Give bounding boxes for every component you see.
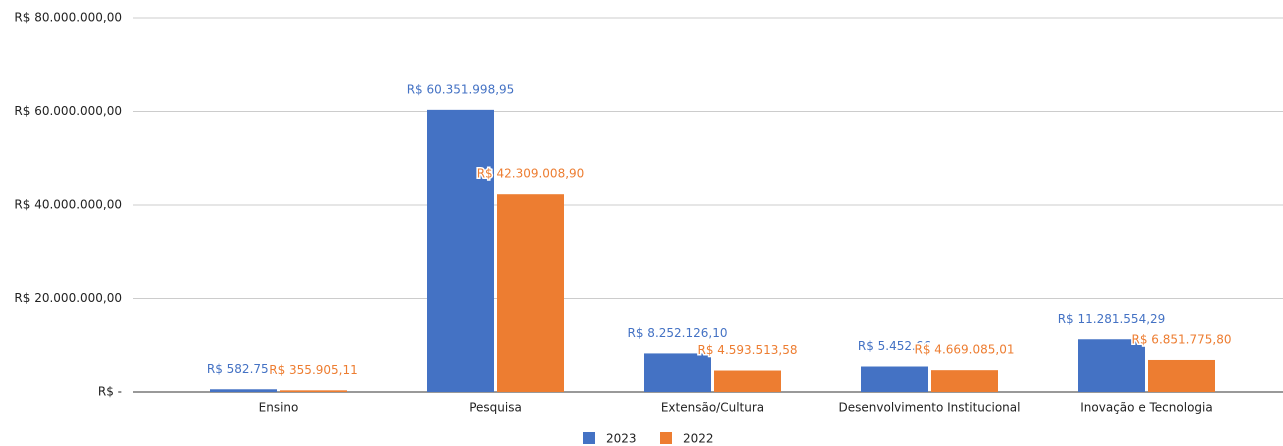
legend-label: 2022: [683, 432, 714, 446]
value-label: R$ 4.593.513,58: [698, 343, 798, 357]
value-label: R$ 42.309.008,90: [477, 167, 585, 181]
value-label: R$ 11.281.554,29: [1058, 312, 1166, 326]
x-tick-label: Pesquisa: [469, 401, 522, 415]
value-label: R$ 6.851.775,80: [1132, 332, 1232, 346]
bar: [644, 353, 711, 392]
x-tick-label: Desenvolvimento Institucional: [839, 401, 1021, 415]
y-tick-label: R$ 20.000.000,00: [14, 291, 122, 305]
legend-swatch: [583, 432, 595, 444]
y-tick-label: R$ 60.000.000,00: [14, 104, 122, 118]
legend-swatch: [660, 432, 672, 444]
value-label: R$ 8.252.126,10: [628, 326, 728, 340]
bar: [714, 370, 781, 392]
x-tick-label: Inovação e Tecnologia: [1080, 401, 1212, 415]
value-label: R$ 355.905,11: [269, 363, 358, 377]
x-tick-label: Ensino: [259, 401, 299, 415]
bar: [280, 390, 347, 392]
bar: [210, 389, 277, 392]
bar: [497, 194, 564, 392]
value-label: R$ 60.351.998,95: [407, 82, 515, 96]
bar: [1078, 339, 1145, 392]
value-label: R$ 4.669.085,01: [915, 343, 1015, 357]
x-tick-label: Extensão/Cultura: [661, 401, 764, 415]
bar: [931, 370, 998, 392]
bar: [1148, 359, 1215, 392]
value-label: R$ 582.752,: [207, 362, 280, 376]
bar: [861, 366, 928, 392]
y-tick-label: R$ 80.000.000,00: [14, 11, 122, 25]
y-tick-label: R$ -: [98, 385, 122, 399]
legend-label: 2023: [606, 432, 637, 446]
y-tick-label: R$ 40.000.000,00: [14, 198, 122, 212]
bar: [427, 109, 494, 393]
value-label: R$ 5.452.66: [858, 339, 931, 353]
